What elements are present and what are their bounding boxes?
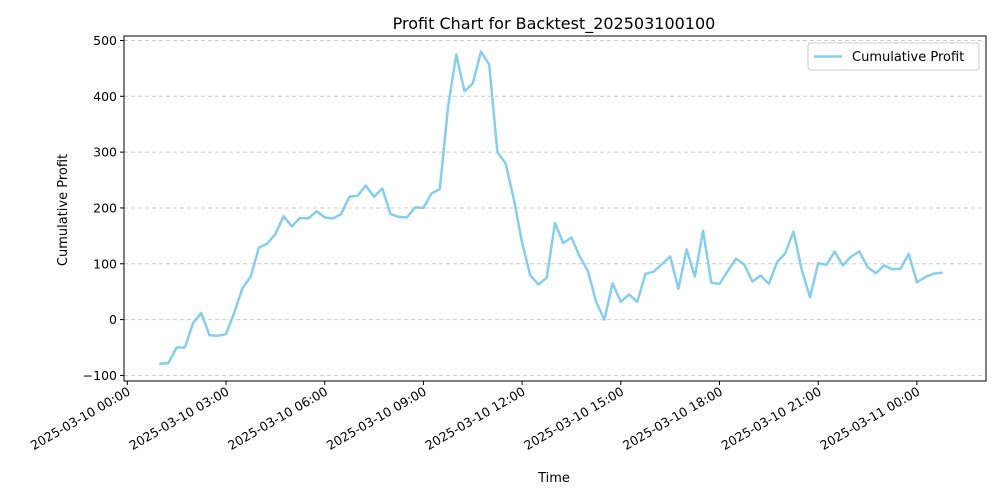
y-axis-title: Cumulative Profit — [56, 154, 71, 266]
series-lines — [158, 50, 943, 365]
legend: Cumulative Profit — [807, 42, 980, 71]
y-tick-label: 300 — [93, 145, 117, 160]
y-tick-label: 200 — [93, 200, 117, 215]
legend-box — [807, 42, 980, 71]
chart-title: Profit Chart for Backtest_202503100100 — [393, 14, 716, 34]
y-tick-label: 100 — [93, 256, 117, 271]
plot-frame — [123, 35, 987, 382]
y-tick-label: 500 — [93, 33, 117, 48]
legend-label: Cumulative Profit — [852, 50, 964, 65]
y-axis: −100 0 100 200 300 400 500 — [83, 33, 124, 383]
grid-lines — [124, 39, 986, 376]
x-axis-title: Time — [537, 471, 570, 486]
y-tick-label: −100 — [83, 368, 117, 383]
y-tick-label: 400 — [93, 89, 117, 104]
y-tick-label: 0 — [109, 312, 117, 327]
series-line — [158, 50, 943, 365]
